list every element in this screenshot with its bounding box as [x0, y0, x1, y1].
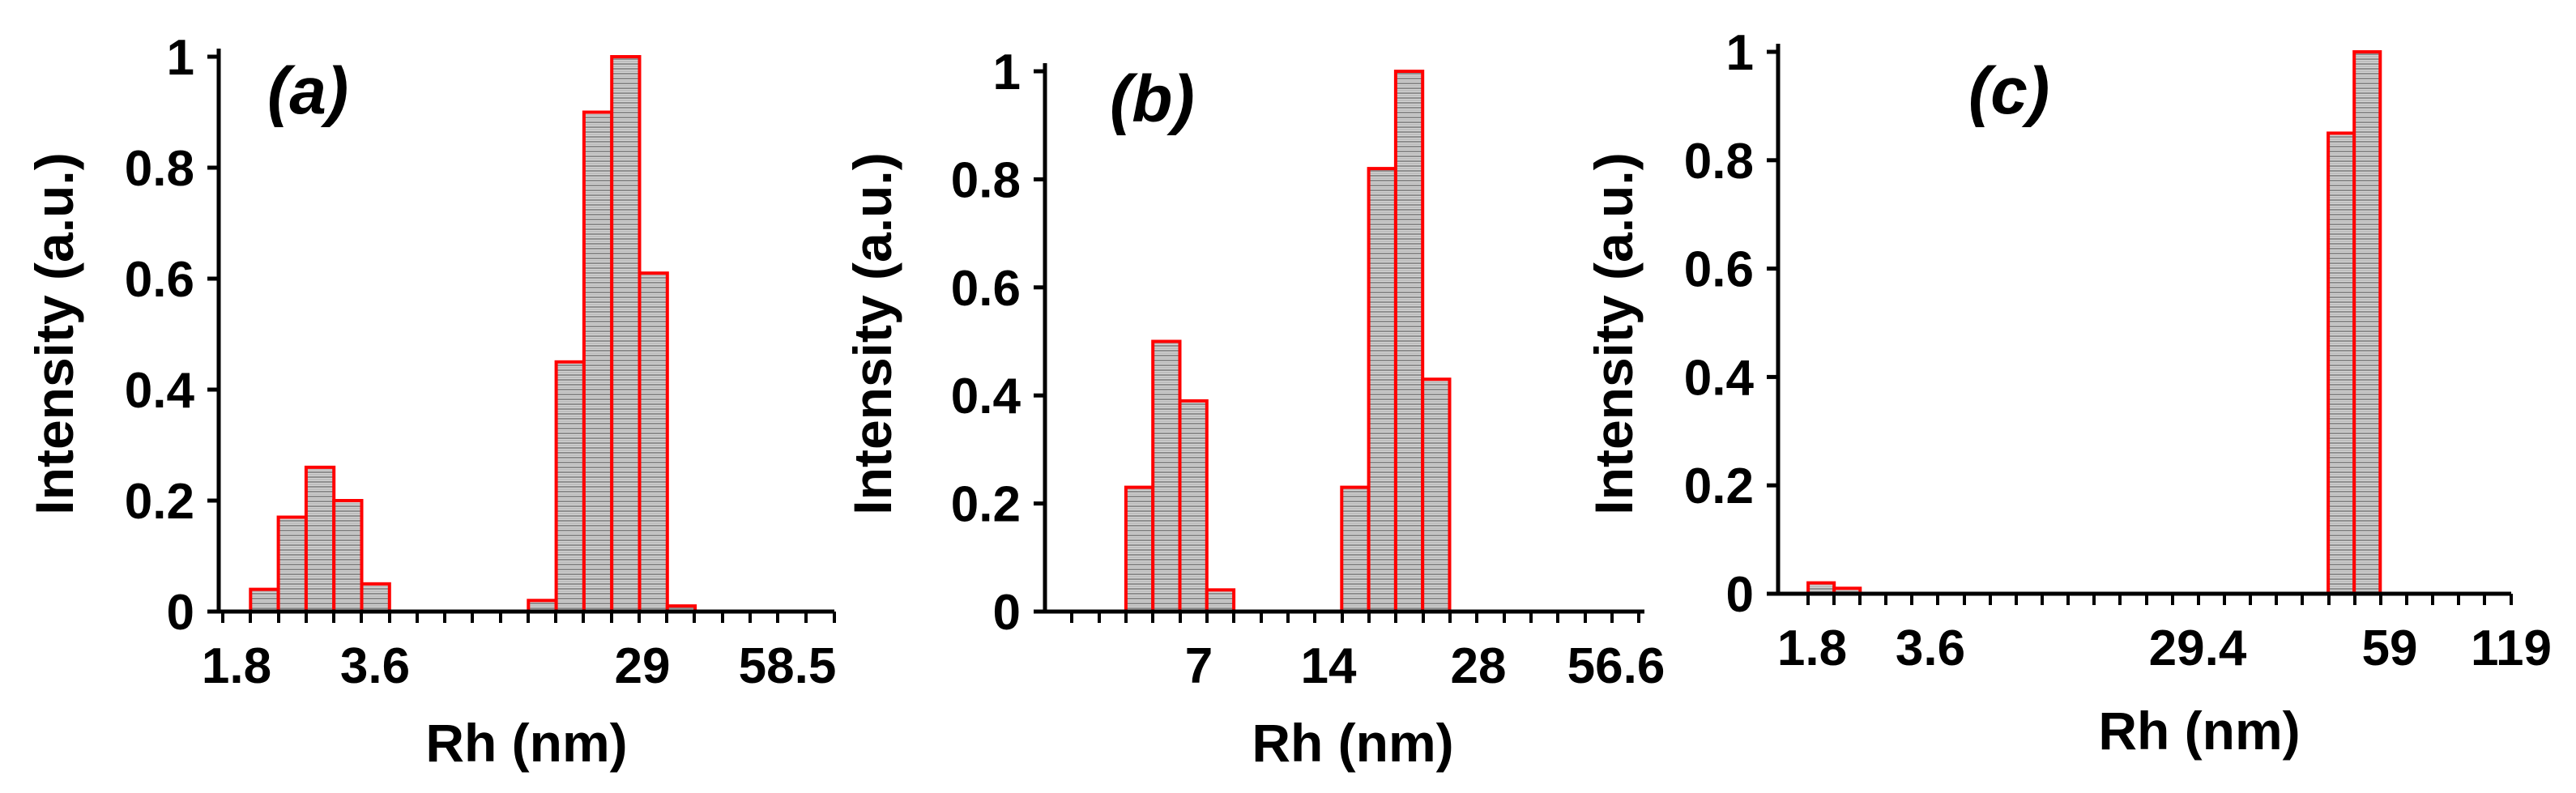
bar	[2327, 131, 2356, 595]
x-tick-label: 7	[1185, 638, 1213, 694]
y-tick-label: 0.2	[951, 477, 1021, 533]
x-tick-label: 1.8	[1777, 620, 1847, 676]
chart-panel-a: 0 0.2 0.4 0.6 0.8 1 1.8 3.6 29 58.5 Rh (nm) Intensi…	[24, 30, 836, 773]
y-tick-label: 1	[993, 45, 1021, 100]
bar	[276, 515, 308, 613]
y-tick-label: 0	[1726, 567, 1754, 623]
x-tick-label: 1.8	[202, 638, 271, 694]
bar	[249, 587, 280, 613]
panels: 0 0.2 0.4 0.6 0.8 1 1.8 3.6 29 58.5 Rh (nm) Intensi…	[24, 25, 2552, 773]
y-tick-label: 0	[993, 585, 1021, 641]
y-tick-label: 1	[167, 30, 194, 86]
bar	[1205, 588, 1236, 613]
chart-panel-c: 0 0.2 0.4 0.6 0.8 1 1.8 3.6 29.4 59 119 Rh (nm) Inte…	[1584, 25, 2552, 761]
x-tick-label: 59	[2362, 620, 2418, 676]
bar	[1340, 485, 1371, 613]
bar	[1367, 167, 1397, 614]
x-tick-label: 3.6	[340, 638, 410, 694]
x-axis-title: Rh (nm)	[1252, 713, 1453, 773]
x-tick-label: 119	[2471, 620, 2552, 676]
y-axis-title: Intensity (a.u.)	[24, 152, 84, 514]
bar	[1393, 70, 1425, 613]
bar	[1421, 377, 1452, 613]
y-tick-label: 0	[167, 585, 194, 641]
y-tick-label: 0.8	[125, 141, 194, 197]
bar	[582, 110, 614, 613]
x-tick-label: 29	[615, 638, 671, 694]
y-axis-title: Intensity (a.u.)	[842, 152, 902, 514]
x-tick-label: 29.4	[2149, 620, 2247, 676]
bars	[1124, 70, 1452, 614]
bars	[249, 55, 697, 614]
y-tick-label: 0.2	[125, 474, 194, 530]
bar	[610, 55, 642, 613]
bar	[1151, 339, 1182, 613]
bars	[1806, 50, 2382, 595]
x-tick-label: 58.5	[739, 638, 837, 694]
panel-label: (b)	[1110, 62, 1195, 136]
bar	[360, 582, 391, 614]
bar	[554, 360, 586, 614]
x-tick-label: 14	[1301, 638, 1357, 694]
panel-label: (a)	[267, 54, 348, 128]
bar	[2352, 50, 2382, 595]
bar	[638, 271, 669, 613]
y-tick-label: 1	[1726, 25, 1754, 81]
y-tick-label: 0.4	[1684, 350, 1755, 406]
y-tick-label: 0.4	[125, 363, 195, 419]
y-axis-title: Intensity (a.u.)	[1584, 152, 1644, 514]
y-tick-label: 0.8	[951, 152, 1021, 208]
x-axis-title: Rh (nm)	[425, 713, 627, 773]
bar	[1178, 399, 1209, 613]
bar	[304, 465, 336, 614]
y-tick-label: 0.4	[951, 369, 1021, 424]
y-tick-label: 0.6	[125, 252, 194, 308]
y-tick-label: 0.6	[1684, 242, 1754, 298]
x-tick-label: 28	[1451, 638, 1507, 694]
panel-label: (c)	[1968, 54, 2049, 128]
chart-panel-b: 0 0.2 0.4 0.6 0.8 1 7 14 28 56.6 Rh (nm) Intensity …	[842, 45, 1665, 773]
bar	[1124, 485, 1155, 613]
x-axis-title: Rh (nm)	[2098, 701, 2300, 761]
y-tick-label: 0.6	[951, 261, 1021, 317]
bar	[332, 499, 364, 613]
x-tick-label: 3.6	[1896, 620, 1965, 676]
x-tick-label: 56.6	[1567, 638, 1665, 694]
y-tick-label: 0.2	[1684, 458, 1754, 514]
y-tick-label: 0.8	[1684, 134, 1754, 190]
